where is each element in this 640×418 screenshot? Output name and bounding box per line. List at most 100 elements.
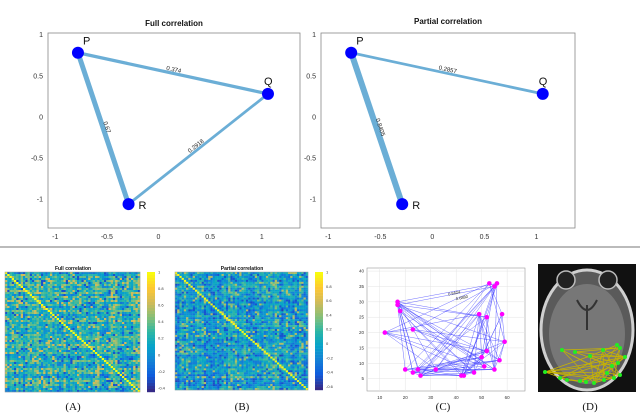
heatmap-cell	[64, 322, 66, 324]
heatmap-cell	[279, 294, 281, 296]
heatmap-cell	[48, 272, 50, 274]
heatmap-cell	[222, 290, 224, 292]
heatmap-cell	[70, 352, 72, 354]
heatmap-cell	[19, 340, 21, 342]
heatmap-cell	[195, 286, 197, 288]
heatmap-cell	[120, 358, 122, 360]
heatmap-cell	[75, 326, 77, 328]
heatmap-cell	[77, 344, 79, 346]
heatmap-cell	[104, 384, 106, 386]
heatmap-cell	[118, 362, 120, 364]
heatmap-cell	[88, 362, 90, 364]
heatmap-cell	[88, 350, 90, 352]
heatmap-cell	[120, 378, 122, 380]
heatmap-cell	[106, 320, 108, 322]
heatmap-cell	[57, 274, 59, 276]
heatmap-cell	[270, 305, 272, 307]
heatmap-cell	[193, 296, 195, 298]
heatmap-cell	[73, 272, 75, 274]
heatmap-cell	[39, 272, 41, 274]
heatmap-cell	[21, 322, 23, 324]
heatmap-cell	[50, 368, 52, 370]
heatmap-cell	[131, 330, 133, 332]
heatmap-cell	[12, 308, 14, 310]
heatmap-cell	[61, 334, 63, 336]
heatmap-cell	[25, 314, 27, 316]
heatmap-cell	[30, 342, 32, 344]
heatmap-cell	[55, 318, 57, 320]
heatmap-cell	[191, 309, 193, 311]
heatmap-cell	[191, 278, 193, 280]
heatmap-cell	[52, 350, 54, 352]
heatmap-cell	[39, 372, 41, 374]
heatmap-cell	[95, 372, 97, 374]
heatmap-cell	[177, 298, 179, 300]
heatmap-cell	[97, 320, 99, 322]
heatmap-cell	[64, 382, 66, 384]
heatmap-cell	[84, 300, 86, 302]
heatmap-cell	[73, 378, 75, 380]
heatmap-cell	[120, 336, 122, 338]
heatmap-cell	[195, 288, 197, 290]
heatmap-cell	[279, 309, 281, 311]
heatmap-cell	[84, 290, 86, 292]
heatmap-cell	[91, 336, 93, 338]
heatmap-cell	[250, 303, 252, 305]
heatmap-cell	[133, 302, 135, 304]
heatmap-cell	[261, 303, 263, 305]
heatmap-cell	[113, 334, 115, 336]
heatmap-cell	[59, 366, 61, 368]
heatmap-cell	[129, 378, 131, 380]
heatmap-cell	[120, 292, 122, 294]
heatmap-cell	[21, 330, 23, 332]
heatmap-cell	[46, 300, 48, 302]
heatmap-cell	[299, 298, 301, 300]
heatmap-cell	[264, 284, 266, 286]
heatmap-cell	[131, 312, 133, 314]
heatmap-cell	[7, 296, 9, 298]
heatmap-cell	[206, 280, 208, 282]
heatmap-cell	[52, 322, 54, 324]
heatmap-cell	[184, 276, 186, 278]
heatmap-cell	[277, 284, 279, 286]
heatmap-cell	[82, 368, 84, 370]
heatmap-cell	[186, 280, 188, 282]
heatmap-cell	[131, 362, 133, 364]
heatmap-cell	[206, 278, 208, 280]
heatmap-cell	[25, 296, 27, 298]
heatmap-cell	[95, 290, 97, 292]
heatmap-cell	[97, 374, 99, 376]
heatmap-cell	[16, 362, 18, 364]
heatmap-cell	[30, 334, 32, 336]
heatmap-cell	[184, 284, 186, 286]
heatmap-cell	[106, 344, 108, 346]
heatmap-cell	[19, 374, 21, 376]
heatmap-cell	[39, 302, 41, 304]
heatmap-cell	[259, 302, 261, 304]
heatmap-cell	[14, 326, 16, 328]
heatmap-cell	[242, 284, 244, 286]
heatmap-cell	[286, 303, 288, 305]
heatmap-cell	[133, 350, 135, 352]
heatmap-cell	[25, 274, 27, 276]
heatmap-cell	[268, 302, 270, 304]
heatmap-cell	[133, 312, 135, 314]
heatmap-cell	[237, 298, 239, 300]
heatmap-cell	[79, 326, 81, 328]
heatmap-cell	[264, 286, 266, 288]
heatmap-cell	[206, 284, 208, 286]
heatmap-cell	[217, 280, 219, 282]
heatmap-cell	[253, 303, 255, 305]
heatmap-cell	[104, 302, 106, 304]
heatmap-cell	[64, 366, 66, 368]
heatmap-cell	[41, 312, 43, 314]
heatmap-cell	[226, 300, 228, 302]
heatmap-cell	[301, 282, 303, 284]
heatmap-cell	[46, 286, 48, 288]
heatmap-cell	[75, 274, 77, 276]
heatmap-cell	[21, 274, 23, 276]
heatmap-cell	[284, 305, 286, 307]
heatmap-cell	[104, 296, 106, 298]
heatmap-cell	[295, 274, 297, 276]
heatmap-cell	[182, 280, 184, 282]
